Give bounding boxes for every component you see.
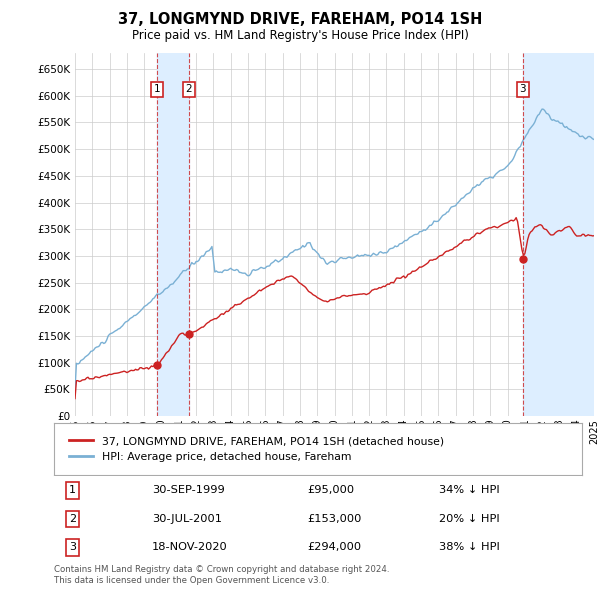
Text: 38% ↓ HPI: 38% ↓ HPI xyxy=(439,542,500,552)
Text: £95,000: £95,000 xyxy=(307,486,355,496)
Text: 34% ↓ HPI: 34% ↓ HPI xyxy=(439,486,500,496)
Text: 37, LONGMYND DRIVE, FAREHAM, PO14 1SH: 37, LONGMYND DRIVE, FAREHAM, PO14 1SH xyxy=(118,12,482,27)
Text: 3: 3 xyxy=(520,84,526,94)
Text: 1: 1 xyxy=(69,486,76,496)
Text: £153,000: £153,000 xyxy=(307,514,362,524)
Legend: 37, LONGMYND DRIVE, FAREHAM, PO14 1SH (detached house), HPI: Average price, deta: 37, LONGMYND DRIVE, FAREHAM, PO14 1SH (d… xyxy=(65,432,448,466)
Bar xyxy=(157,53,189,416)
Text: 30-JUL-2001: 30-JUL-2001 xyxy=(152,514,221,524)
Bar xyxy=(523,53,594,416)
Text: 2: 2 xyxy=(69,514,76,524)
Text: 20% ↓ HPI: 20% ↓ HPI xyxy=(439,514,500,524)
Text: 3: 3 xyxy=(69,542,76,552)
Text: 2: 2 xyxy=(185,84,192,94)
Text: £294,000: £294,000 xyxy=(307,542,362,552)
Text: 18-NOV-2020: 18-NOV-2020 xyxy=(152,542,227,552)
Text: Price paid vs. HM Land Registry's House Price Index (HPI): Price paid vs. HM Land Registry's House … xyxy=(131,30,469,42)
Text: Contains HM Land Registry data © Crown copyright and database right 2024.
This d: Contains HM Land Registry data © Crown c… xyxy=(54,565,389,585)
Text: 1: 1 xyxy=(154,84,160,94)
Text: 30-SEP-1999: 30-SEP-1999 xyxy=(152,486,224,496)
